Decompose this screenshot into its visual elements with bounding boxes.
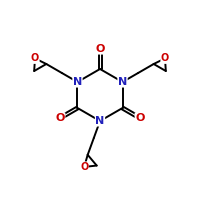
Text: N: N [118, 77, 127, 87]
Text: O: O [55, 113, 65, 123]
Text: O: O [80, 162, 88, 172]
Text: O: O [135, 113, 145, 123]
Text: N: N [73, 77, 82, 87]
Text: O: O [161, 53, 169, 63]
Text: O: O [31, 53, 39, 63]
Text: O: O [95, 44, 105, 54]
Text: N: N [95, 116, 105, 126]
